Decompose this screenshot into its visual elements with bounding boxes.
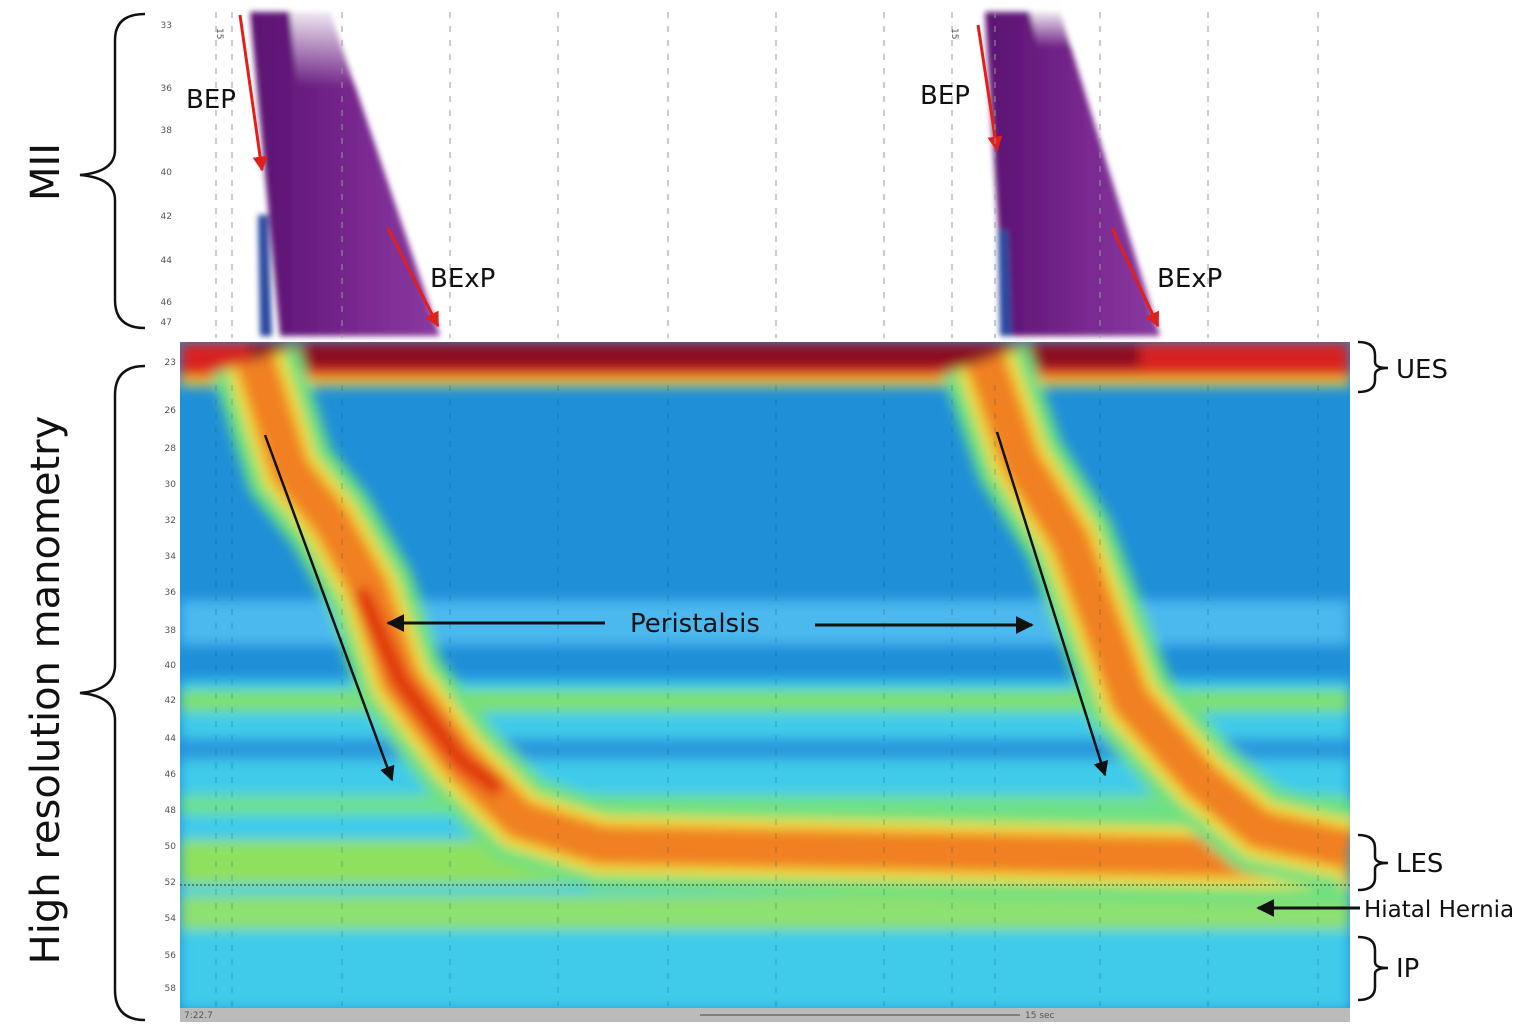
hrm-label: High resolution manometry	[23, 416, 69, 965]
tick-label: 26	[165, 406, 177, 416]
marker: 15	[949, 28, 959, 39]
tick-label: 50	[165, 842, 177, 852]
tick-label: 46	[165, 770, 177, 780]
tick-label: 54	[165, 914, 177, 924]
bexp-label: BExP	[1157, 264, 1222, 294]
marker: 15	[214, 28, 224, 39]
dashed-lines	[215, 12, 1319, 1006]
tick-label: 34	[165, 552, 177, 562]
tick-label: 30	[165, 480, 177, 490]
tick-label: 40	[165, 661, 177, 671]
ticks: 33 36 38 40 42 44 46 47 23 26 28 30 32 34 36 38 40 42 44 46…	[161, 21, 177, 994]
tick-label: 47	[161, 318, 172, 328]
time-scale: 15 sec	[1025, 1011, 1055, 1021]
mii-label: MII	[23, 143, 69, 201]
tick-label: 38	[161, 126, 173, 136]
hrm-panel	[180, 342, 1350, 1008]
les-label: LES	[1396, 849, 1443, 879]
bep-label: BEP	[920, 81, 970, 111]
tick-label: 44	[165, 734, 177, 744]
bexp-label: BExP	[430, 264, 495, 294]
tick-label: 42	[161, 212, 172, 222]
tick-label: 23	[165, 358, 176, 368]
tick-label: 58	[165, 984, 177, 994]
time-start: 7:22.7	[184, 1011, 213, 1021]
tick-label: 36	[165, 588, 177, 598]
tick-label: 38	[165, 626, 177, 636]
bep-label: BEP	[186, 85, 236, 115]
tick-label: 48	[165, 806, 177, 816]
tick-label: 42	[165, 696, 176, 706]
mii-panel	[180, 10, 1340, 340]
ues-label: UES	[1396, 355, 1448, 385]
hiatal-hernia-label: Hiatal Hernia	[1364, 897, 1514, 923]
tick-label: 32	[165, 516, 176, 526]
tick-label: 46	[161, 298, 173, 308]
peristalsis-label: Peristalsis	[630, 609, 760, 639]
tick-label: 56	[165, 951, 177, 961]
tick-label: 52	[165, 878, 176, 888]
tick-label: 44	[161, 256, 173, 266]
tick-label: 36	[161, 84, 173, 94]
ip-label: IP	[1396, 954, 1419, 984]
tick-label: 40	[161, 168, 173, 178]
tick-label: 28	[165, 444, 177, 454]
tick-label: 33	[161, 21, 172, 31]
